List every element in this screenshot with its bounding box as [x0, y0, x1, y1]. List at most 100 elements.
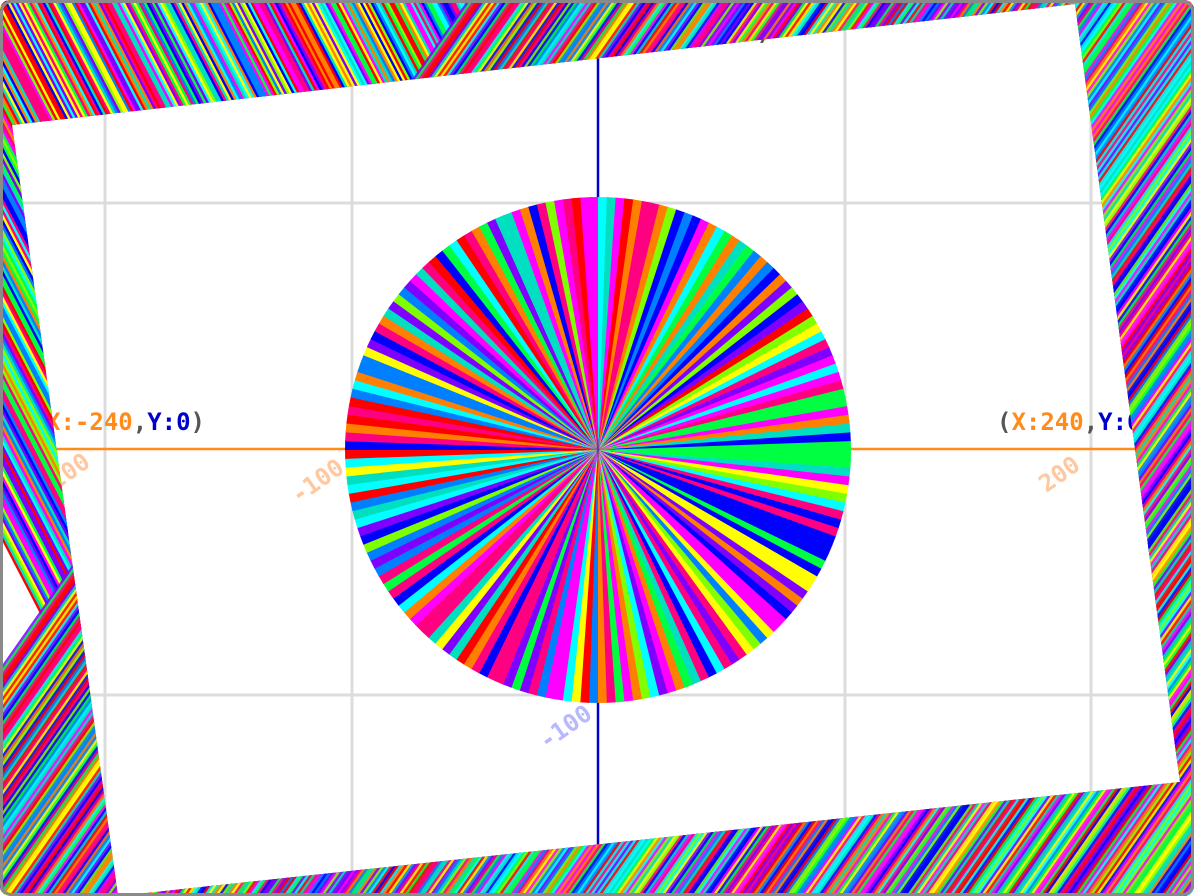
pen-wedge: [598, 235, 741, 450]
pen-wedge: [528, 204, 598, 450]
pen-wedge: [455, 450, 598, 665]
pen-wedge: [427, 450, 598, 644]
pen-wedge: [598, 450, 836, 547]
pen-wedge: [598, 222, 718, 450]
pen-wedge: [598, 280, 793, 450]
pen-wedge: [598, 450, 668, 696]
pen-wedge: [598, 215, 703, 450]
coord-y: Y:0: [147, 408, 190, 436]
pen-wedge: [598, 268, 781, 450]
pen-wedge: [359, 450, 598, 545]
pen-wedge: [598, 339, 830, 450]
pen-wedge: [442, 244, 598, 450]
pen-wedge: [487, 218, 598, 450]
coord-x: X:240: [1011, 408, 1083, 436]
pen-circle: [345, 197, 851, 703]
pen-wedge: [554, 199, 598, 450]
pen-wedge: [598, 294, 804, 450]
pen-wedge: [598, 261, 775, 450]
pen-wedge: [448, 450, 598, 660]
pen-wedge: [398, 286, 598, 450]
pen-wedge: [598, 397, 848, 450]
pen-wedge: [397, 450, 598, 613]
pen-wedge: [598, 450, 747, 661]
pen-wedge: [598, 450, 740, 666]
coord-label: (X:-240,Y:0): [32, 408, 205, 436]
pen-wedge: [360, 353, 598, 450]
pen-wedge: [598, 371, 842, 450]
pen-wedge: [598, 212, 695, 450]
pen-wedge: [416, 267, 598, 450]
pen-wedge: [479, 222, 598, 450]
pen-wedge: [347, 450, 598, 494]
pen-wedge: [363, 345, 598, 450]
pen-wedge: [598, 406, 849, 450]
pen-wedge: [598, 355, 837, 450]
pen-wedge: [598, 450, 833, 555]
pen-wedge: [392, 450, 598, 606]
pen-wedge: [598, 450, 616, 703]
pen-wedge: [366, 337, 598, 450]
pen-wedge: [470, 450, 598, 674]
pen-wedge: [598, 301, 809, 450]
pen-wedge: [374, 322, 598, 450]
pen-wedge: [598, 308, 814, 450]
pen-wedge: [598, 226, 726, 450]
pen-wedge: [485, 450, 598, 682]
pen-wedge: [598, 450, 798, 614]
pen-wedge: [545, 200, 598, 450]
pen-wedge: [478, 450, 598, 678]
pen-wedge: [562, 198, 598, 450]
pen-wedge: [598, 450, 826, 570]
pen-wedge: [421, 450, 598, 639]
pen-wedge: [598, 450, 787, 627]
pen-wedge: [598, 256, 769, 450]
pen-wedge: [370, 450, 598, 569]
pen-wedge: [598, 450, 685, 692]
pen-wedge: [428, 255, 598, 450]
pen-wedge: [434, 450, 598, 650]
pen-wedge: [598, 450, 625, 703]
pen-wedge: [598, 450, 803, 607]
pen-wedge: [598, 450, 822, 578]
pen-wedge: [346, 450, 598, 486]
pen-wedge: [503, 211, 598, 450]
pen-wedge: [598, 414, 850, 450]
pen-wedge: [598, 450, 761, 651]
pen-wedge: [456, 234, 598, 450]
pen-wedge: [493, 450, 598, 685]
pen-wedge: [354, 450, 598, 529]
pen-wedge: [598, 240, 748, 450]
pen-wedge: [409, 450, 598, 626]
pen-wedge: [598, 315, 818, 450]
pen-wedge: [536, 202, 598, 450]
pen-wedge: [471, 225, 598, 450]
pen-wedge: [350, 450, 598, 512]
pen-wedge: [571, 197, 598, 450]
pen-wedge: [598, 230, 734, 450]
pen-wedge: [441, 450, 598, 655]
pen-wedge: [598, 450, 642, 701]
pen-wedge: [598, 423, 851, 450]
pen-wedge: [511, 208, 598, 450]
pen-wedge: [598, 450, 830, 563]
pen-wedge: [362, 450, 598, 553]
pen-wedge: [598, 380, 844, 450]
pen-wedge: [383, 307, 598, 450]
pen-wedge: [373, 450, 598, 577]
pen-wedge: [598, 450, 701, 686]
pen-wedge: [598, 450, 733, 670]
pen-wedge: [345, 450, 598, 468]
pen-wedge: [598, 450, 768, 645]
pen-wedge: [370, 330, 598, 450]
pen-wedge: [598, 450, 693, 689]
pen-wedge: [449, 239, 598, 450]
pen-wedge: [589, 197, 600, 450]
pen-wedge: [598, 363, 840, 450]
pen-wedge: [598, 287, 799, 450]
pen-wedge: [409, 273, 598, 450]
pen-wedge: [598, 323, 823, 450]
pen-wedge: [598, 441, 851, 452]
